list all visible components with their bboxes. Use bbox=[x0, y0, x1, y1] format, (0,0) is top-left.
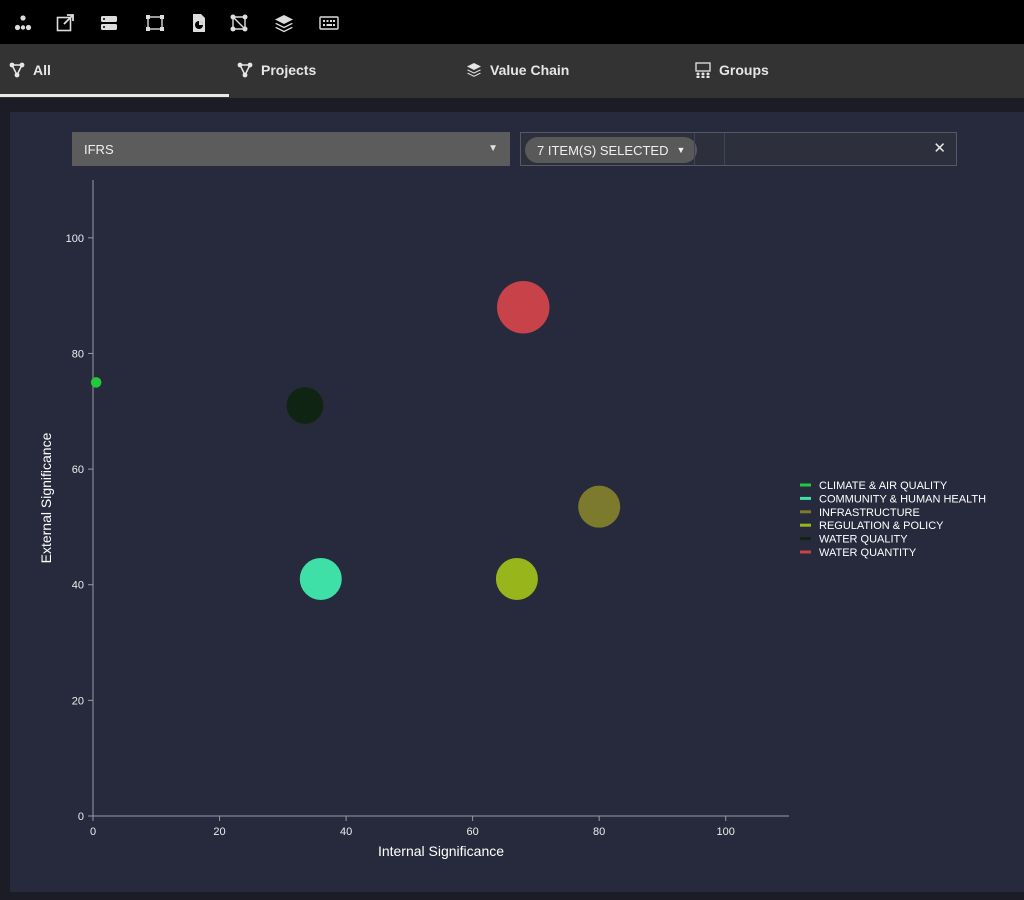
y-tick-label: 20 bbox=[72, 695, 84, 707]
top-toolbar bbox=[0, 0, 1024, 44]
tab-groups-label: Groups bbox=[719, 62, 769, 78]
server-icon[interactable] bbox=[96, 10, 122, 36]
bubble-chart: 0 20 40 60 80 100 0 20 40 60 80 100 Internal Signi… bbox=[38, 180, 986, 859]
divider bbox=[694, 133, 695, 165]
y-axis-title: External Significance bbox=[38, 432, 54, 563]
select-region-icon[interactable] bbox=[142, 10, 168, 36]
x-tick-label: 20 bbox=[213, 826, 225, 838]
y-tick-label: 80 bbox=[72, 348, 84, 360]
chevron-down-icon: ▼ bbox=[676, 145, 686, 155]
x-ticks: 0 20 40 60 80 100 bbox=[90, 816, 735, 838]
legend-swatch bbox=[800, 483, 811, 487]
active-tab-indicator bbox=[0, 94, 229, 97]
legend-label[interactable]: CLIMATE & AIR QUALITY bbox=[819, 480, 948, 492]
network-icon bbox=[9, 62, 25, 78]
layers-icon[interactable] bbox=[271, 10, 297, 36]
selection-chip-label: 7 ITEM(S) SELECTED bbox=[537, 142, 669, 158]
legend-label[interactable]: REGULATION & POLICY bbox=[819, 520, 944, 532]
close-icon[interactable]: ✕ bbox=[933, 140, 946, 157]
bubble-point[interactable] bbox=[497, 280, 550, 334]
selection-chip[interactable]: 7 ITEM(S) SELECTED ▼ bbox=[525, 137, 698, 163]
legend-label[interactable]: WATER QUANTITY bbox=[819, 547, 917, 559]
bubble-point[interactable] bbox=[578, 485, 621, 528]
framework-select-value: IFRS bbox=[84, 141, 114, 157]
y-tick-label: 60 bbox=[72, 464, 84, 476]
legend-swatch bbox=[800, 510, 811, 514]
bubbles bbox=[90, 280, 621, 600]
tab-projects-label: Projects bbox=[261, 62, 317, 78]
bubble-point[interactable] bbox=[286, 387, 324, 424]
legend-swatch bbox=[800, 550, 811, 554]
y-tick-label: 40 bbox=[72, 580, 84, 592]
tab-all-label: All bbox=[33, 62, 51, 78]
legend-swatch bbox=[800, 523, 811, 527]
tab-projects[interactable]: Projects bbox=[237, 44, 316, 96]
legend-swatch bbox=[800, 496, 811, 500]
divider bbox=[724, 133, 725, 165]
y-tick-label: 100 bbox=[66, 233, 84, 245]
tab-all[interactable]: All bbox=[9, 44, 51, 96]
tab-bar: All Projects Value Chain Groups bbox=[0, 44, 1024, 98]
x-tick-label: 80 bbox=[593, 826, 605, 838]
legend-label[interactable]: INFRASTRUCTURE bbox=[819, 507, 920, 519]
network-icon[interactable] bbox=[10, 10, 36, 36]
chart-panel: IFRS ▼ 7 ITEM(S) SELECTED ▼ ✕ 0 20 40 60 80 1… bbox=[10, 112, 1024, 892]
legend-label[interactable]: COMMUNITY & HUMAN HEALTH bbox=[819, 493, 986, 505]
network-icon bbox=[237, 62, 253, 78]
layers-icon bbox=[467, 63, 481, 77]
bubble-point[interactable] bbox=[90, 377, 102, 388]
keyboard-icon[interactable] bbox=[316, 10, 342, 36]
bubble-point[interactable] bbox=[299, 557, 342, 600]
x-tick-label: 60 bbox=[467, 826, 479, 838]
bubble-point[interactable] bbox=[495, 557, 538, 600]
x-tick-label: 0 bbox=[90, 826, 96, 838]
group-icon bbox=[695, 62, 711, 78]
topic-multiselect[interactable]: 7 ITEM(S) SELECTED ▼ ✕ bbox=[520, 132, 957, 166]
legend-swatch bbox=[800, 537, 811, 541]
pie-file-icon[interactable] bbox=[186, 10, 212, 36]
tab-groups[interactable]: Groups bbox=[695, 44, 769, 96]
tab-value-chain-label: Value Chain bbox=[490, 62, 570, 78]
x-tick-label: 100 bbox=[717, 826, 735, 838]
y-ticks: 0 20 40 60 80 100 bbox=[66, 233, 93, 823]
legend-label[interactable]: WATER QUALITY bbox=[819, 534, 908, 546]
y-tick-label: 0 bbox=[78, 811, 84, 823]
export-icon[interactable] bbox=[52, 10, 78, 36]
chevron-down-icon: ▼ bbox=[488, 143, 498, 154]
tab-value-chain[interactable]: Value Chain bbox=[466, 44, 569, 96]
x-axis-title: Internal Significance bbox=[378, 843, 504, 859]
content-frame: IFRS ▼ 7 ITEM(S) SELECTED ▼ ✕ 0 20 40 60 80 1… bbox=[0, 98, 1024, 900]
x-tick-label: 40 bbox=[340, 826, 352, 838]
framework-select[interactable]: IFRS ▼ bbox=[72, 132, 510, 166]
graph-nodes-icon[interactable] bbox=[226, 10, 252, 36]
